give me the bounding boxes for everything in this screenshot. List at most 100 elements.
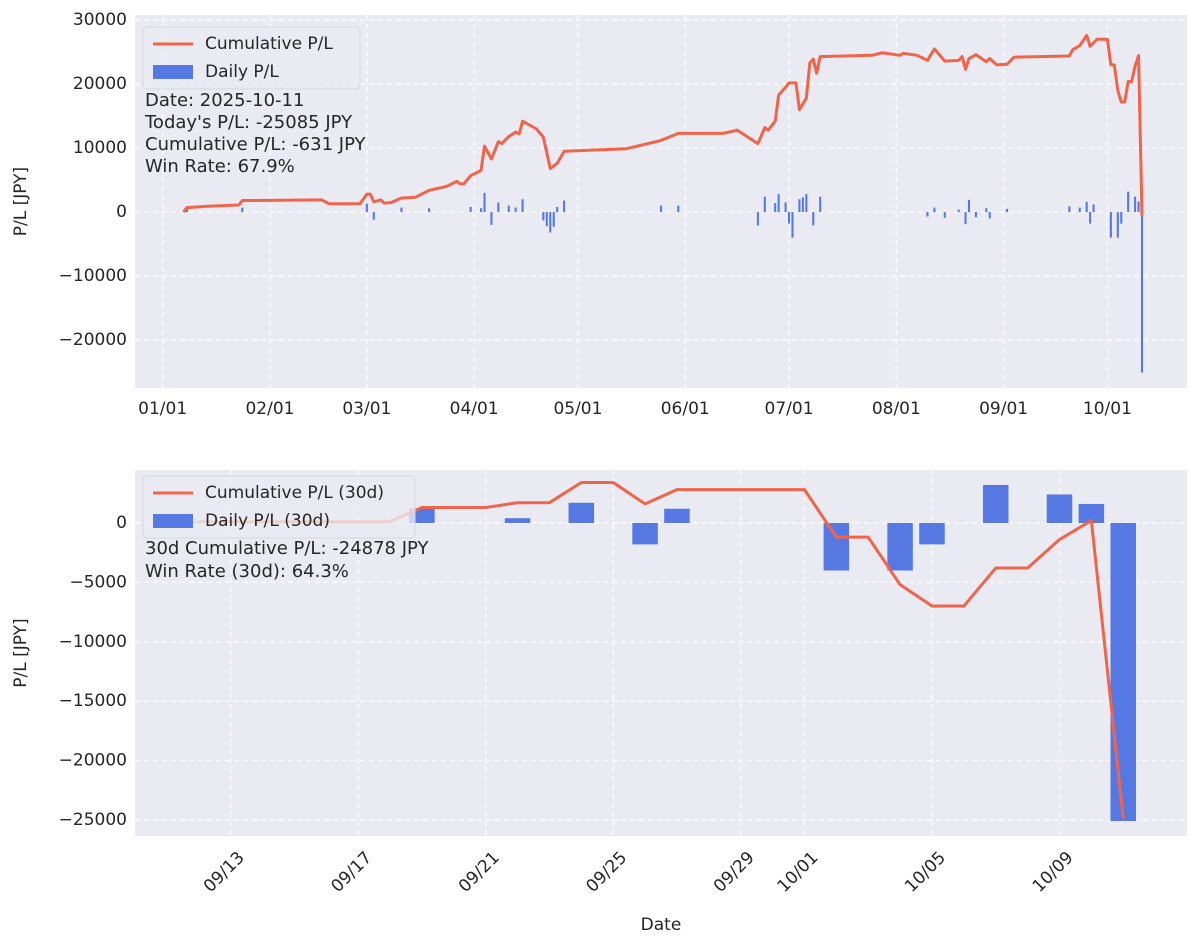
bar [521,199,524,213]
bar [507,205,510,213]
bar [1110,522,1136,821]
bar [957,209,960,213]
bar [469,206,472,213]
bar [988,212,991,219]
y-tick-label: 20000 [73,74,127,94]
bar [549,212,552,233]
bar [756,212,759,226]
bar [805,194,808,213]
bar [1134,196,1137,213]
bar [823,522,850,571]
bar [677,205,680,213]
line [182,33,1144,217]
bar [400,207,403,213]
bar [1127,191,1130,213]
x-tick-label: 04/01 [450,399,499,419]
y-tick-label: −5000 [69,572,127,592]
y-tick-label: −25000 [59,810,127,830]
bar [798,199,801,213]
bar [763,196,766,213]
bar [1068,206,1071,213]
bar [365,203,368,213]
bar [1046,494,1073,523]
bar [483,192,486,213]
bar [788,212,791,224]
x-tick-label: 05/01 [553,399,602,419]
x-tick-label: 09/29 [710,848,759,897]
bar [1092,204,1095,213]
bar [964,212,967,225]
bar [480,208,483,213]
x-tick-label: 09/25 [582,848,631,897]
x-tick-label: 10/09 [1029,848,1078,897]
bar [933,207,936,213]
legend-box [142,26,361,90]
legend-box [142,475,416,539]
bar [1120,212,1123,224]
y-tick-label: −10000 [59,266,127,286]
x-tick-label: 10/05 [901,848,950,897]
y-axis-label: P/L [JPY] [11,167,31,236]
bar [1109,212,1112,238]
bar [556,206,559,213]
annotation: Cumulative P/L: -631 JPY [145,134,367,155]
bar [514,207,517,213]
y-tick-label: 0 [116,513,127,533]
legend-swatch [153,65,193,79]
annotation: Win Rate: 67.9% [145,156,295,177]
y-axis-label: P/L [JPY] [11,618,31,687]
bar [774,203,777,213]
bar [967,199,971,213]
bar [542,212,545,221]
bar [1085,201,1088,213]
legend-label: Cumulative P/L [205,34,333,54]
bar [568,502,595,523]
bar [504,518,531,523]
legend-swatch [153,514,193,528]
bar [372,212,375,220]
x-tick-label: 10/01 [774,848,823,897]
bar [974,212,977,218]
annotation: 30d Cumulative P/L: -24878 JPY [145,538,429,559]
legend-label: Cumulative P/L (30d) [205,483,384,503]
bar [985,208,988,213]
bar [1140,212,1144,373]
bar [659,205,663,213]
x-tick-label: 08/01 [872,399,921,419]
y-tick-label: −15000 [59,691,127,711]
bar [497,202,500,213]
annotation: Win Rate (30d): 64.3% [145,561,349,582]
x-tick-label: 03/01 [342,399,391,419]
bar [926,212,929,217]
bar [919,522,945,545]
bar [1137,201,1140,213]
legend-label: Daily P/L [205,62,279,82]
bar [812,212,815,226]
bar [664,508,690,523]
y-tick-label: 10000 [73,138,127,158]
x-axis-label: Date [641,915,682,935]
bar [409,508,435,523]
bar [943,212,946,218]
y-tick-label: −10000 [59,632,127,652]
x-tick-label: 02/01 [245,399,294,419]
bar [632,522,658,545]
bar [1089,212,1092,224]
bar [1006,208,1009,213]
bar [777,194,780,213]
x-tick-label: 09/01 [979,399,1028,419]
bar [545,212,548,227]
x-tick-label: 06/01 [661,399,710,419]
x-tick-label: 09/13 [200,848,249,897]
bar [428,208,431,213]
bar [1116,212,1119,238]
bar [490,212,493,225]
x-tick-label: 10/01 [1083,399,1132,419]
bar [801,197,804,213]
x-tick-label: 09/21 [455,848,504,897]
y-tick-label: 0 [116,202,127,222]
bar [784,202,787,213]
bar [887,522,913,571]
bar [819,196,822,213]
